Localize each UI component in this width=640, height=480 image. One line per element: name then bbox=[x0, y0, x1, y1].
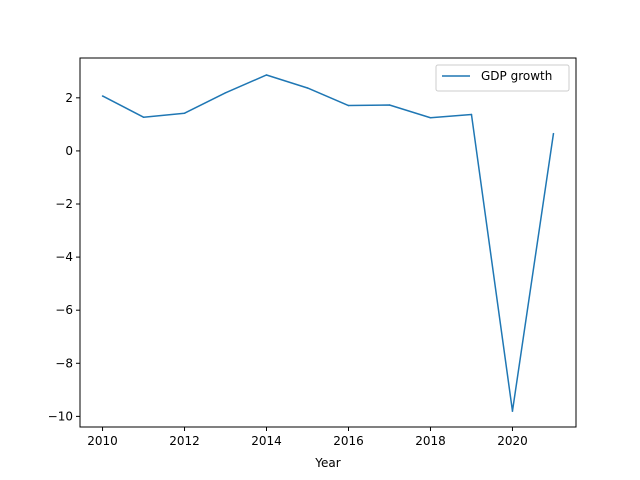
x-tick-label: 2012 bbox=[169, 434, 200, 448]
legend: GDP growth bbox=[435, 64, 570, 92]
y-tick-label: −8 bbox=[55, 356, 73, 370]
data-point bbox=[306, 87, 309, 89]
y-tick-label: −10 bbox=[48, 409, 73, 423]
x-axis-label: Year bbox=[314, 456, 340, 470]
data-point bbox=[347, 104, 350, 107]
data-point bbox=[142, 116, 145, 118]
y-axis: 2 0 −2 −4 −6 −8 −10 bbox=[48, 91, 80, 423]
x-tick-label: 2016 bbox=[333, 434, 364, 448]
data-point bbox=[101, 95, 104, 97]
x-axis: 2010 2012 2014 2016 2018 2020 bbox=[87, 427, 528, 448]
data-point bbox=[183, 112, 186, 114]
y-tick-label: −2 bbox=[55, 197, 73, 211]
data-point bbox=[388, 104, 391, 106]
legend-label: GDP growth bbox=[481, 69, 552, 83]
data-point bbox=[265, 74, 268, 76]
legend-box bbox=[435, 64, 570, 92]
plot-frame bbox=[79, 57, 577, 428]
x-tick-label: 2018 bbox=[415, 434, 446, 448]
y-tick-label: 2 bbox=[65, 91, 73, 105]
data-point bbox=[552, 132, 555, 135]
data-point bbox=[429, 116, 432, 119]
x-tick-label: 2020 bbox=[497, 434, 528, 448]
data-point bbox=[511, 410, 514, 412]
data-point bbox=[470, 113, 473, 116]
x-tick-label: 2014 bbox=[251, 434, 282, 448]
y-tick-label: 0 bbox=[65, 144, 73, 158]
series-layer bbox=[101, 74, 555, 412]
series-line-0 bbox=[102, 74, 555, 412]
y-tick-label: −4 bbox=[55, 250, 73, 264]
data-point bbox=[224, 92, 227, 94]
x-tick-label: 2010 bbox=[87, 434, 118, 448]
y-tick-label: −6 bbox=[55, 303, 73, 317]
